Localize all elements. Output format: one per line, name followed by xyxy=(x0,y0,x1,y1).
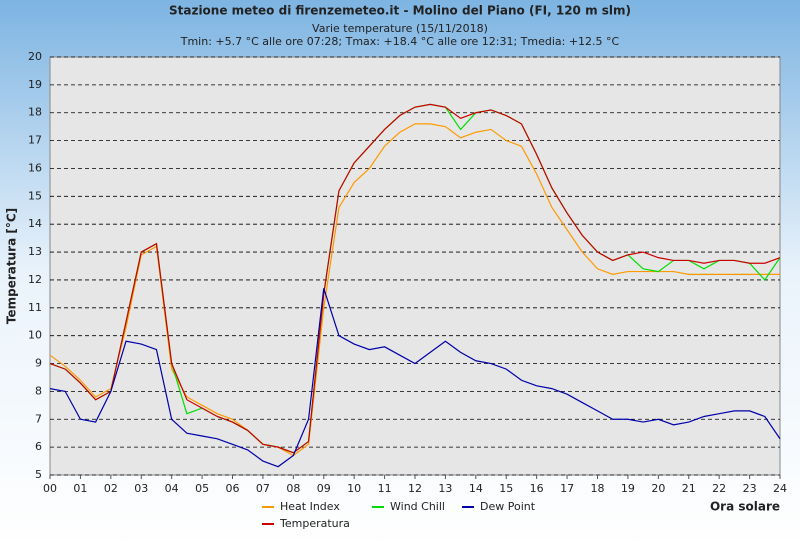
y-tick-label: 15 xyxy=(28,189,42,202)
x-tick-label: 05 xyxy=(195,482,209,495)
x-tick-label: 14 xyxy=(469,482,483,495)
x-tick-label: 01 xyxy=(73,482,87,495)
x-tick-label: 19 xyxy=(621,482,635,495)
x-tick-label: 21 xyxy=(682,482,696,495)
y-tick-label: 6 xyxy=(35,440,42,453)
legend-label: Wind Chill xyxy=(390,500,445,513)
x-tick-label: 08 xyxy=(286,482,300,495)
x-tick-label: 00 xyxy=(43,482,57,495)
chart-subtitle: Varie temperature (15/11/2018) xyxy=(312,22,488,35)
y-tick-label: 20 xyxy=(28,50,42,63)
x-tick-label: 17 xyxy=(560,482,574,495)
x-tick-label: 09 xyxy=(317,482,331,495)
x-tick-label: 15 xyxy=(499,482,513,495)
y-tick-label: 17 xyxy=(28,134,42,147)
y-tick-label: 5 xyxy=(35,468,42,481)
x-tick-label: 12 xyxy=(408,482,422,495)
x-tick-label: 07 xyxy=(256,482,270,495)
legend-label: Temperatura xyxy=(279,517,350,530)
y-tick-label: 18 xyxy=(28,106,42,119)
y-tick-label: 9 xyxy=(35,357,42,370)
y-tick-label: 10 xyxy=(28,329,42,342)
x-tick-label: 13 xyxy=(438,482,452,495)
x-tick-label: 24 xyxy=(773,482,787,495)
legend-label: Dew Point xyxy=(480,500,536,513)
y-tick-label: 13 xyxy=(28,245,42,258)
y-tick-label: 8 xyxy=(35,384,42,397)
x-tick-label: 04 xyxy=(165,482,179,495)
x-tick-label: 23 xyxy=(743,482,757,495)
x-tick-label: 10 xyxy=(347,482,361,495)
x-tick-label: 03 xyxy=(134,482,148,495)
y-tick-label: 16 xyxy=(28,161,42,174)
x-tick-label: 06 xyxy=(226,482,240,495)
y-tick-label: 19 xyxy=(28,78,42,91)
series-line xyxy=(49,103,781,454)
x-tick-label: 20 xyxy=(651,482,665,495)
legend-label: Heat Index xyxy=(280,500,340,513)
x-tick-label: 18 xyxy=(591,482,605,495)
x-axis-label: Ora solare xyxy=(710,500,780,514)
chart-title: Stazione meteo di firenzemeteo.it - Moli… xyxy=(169,4,631,18)
y-tick-label: 12 xyxy=(28,273,42,286)
y-tick-label: 14 xyxy=(28,217,42,230)
series-line xyxy=(49,288,781,468)
y-axis-label: Temperatura [°C] xyxy=(5,208,19,324)
x-tick-label: 11 xyxy=(378,482,392,495)
y-tick-label: 11 xyxy=(28,301,42,314)
plot-area xyxy=(49,56,781,476)
chart-stats: Tmin: +5.7 °C alle ore 07:28; Tmax: +18.… xyxy=(180,35,620,48)
x-tick-label: 16 xyxy=(530,482,544,495)
x-tick-label: 22 xyxy=(712,482,726,495)
x-tick-label: 02 xyxy=(104,482,118,495)
y-tick-label: 7 xyxy=(35,412,42,425)
